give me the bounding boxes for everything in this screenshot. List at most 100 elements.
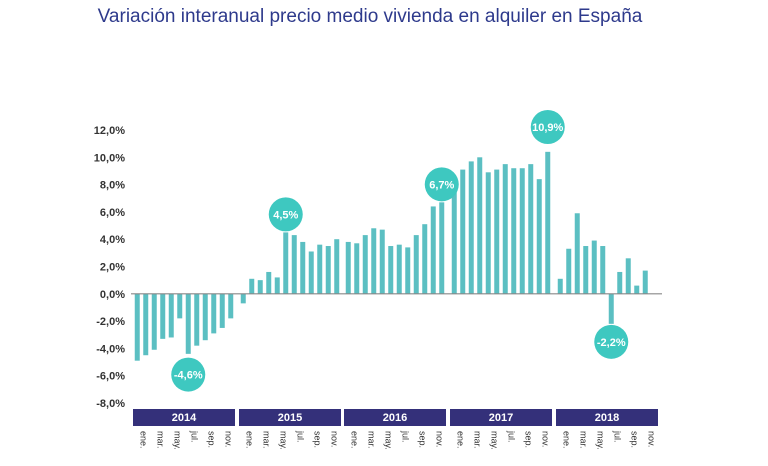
bar [574, 213, 580, 294]
bar [308, 251, 314, 294]
bar [325, 246, 331, 294]
year-band-rect [450, 409, 552, 426]
bar [413, 235, 419, 294]
year-band: 2014 [133, 409, 235, 426]
bar [430, 206, 436, 294]
bar [151, 293, 157, 350]
annotation-circle [268, 197, 303, 232]
y-tick-label: 10,0% [94, 152, 125, 164]
month-label: ene. [138, 431, 148, 449]
bar [625, 258, 631, 294]
bar [519, 168, 525, 294]
month-label: may. [172, 431, 182, 450]
month-label: jul. [400, 430, 410, 443]
bar [468, 161, 474, 294]
year-band: 2018 [556, 409, 658, 426]
bar [291, 235, 297, 294]
y-tick-label: -2,0% [96, 316, 125, 328]
month-label: jul. [295, 430, 305, 443]
month-label: may. [278, 431, 288, 450]
y-tick-label: 2,0% [100, 262, 125, 274]
annotation-label: 6,7% [429, 179, 454, 191]
bar [422, 224, 428, 294]
year-label: 2014 [172, 412, 197, 424]
annotation-bubble: -4,6% [171, 357, 206, 392]
bar [405, 247, 411, 294]
month-label: sep. [206, 431, 216, 448]
bar [557, 278, 563, 294]
bar [451, 177, 457, 294]
bar [168, 293, 174, 338]
bar [583, 246, 589, 294]
bar [566, 248, 572, 294]
bar [211, 293, 217, 334]
month-label: mar. [366, 431, 376, 449]
annotation-bubble: -2,2% [594, 324, 629, 359]
bar [536, 179, 542, 294]
month-label: jul. [612, 430, 622, 443]
bar [317, 244, 323, 294]
bar [274, 277, 280, 294]
bar [134, 293, 140, 361]
annotation-label: 4,5% [273, 209, 298, 221]
bar [545, 151, 551, 294]
y-tick-label: 8,0% [100, 180, 125, 192]
month-label: jul. [189, 430, 199, 443]
month-label: nov. [540, 431, 550, 447]
bar [371, 228, 377, 294]
y-tick-label: -6,0% [96, 371, 125, 383]
y-tick-label: 0,0% [100, 289, 125, 301]
bar [185, 293, 191, 354]
bar [194, 293, 200, 346]
y-tick-label: 4,0% [100, 234, 125, 246]
bar [362, 235, 368, 294]
y-tick-label: 6,0% [100, 207, 125, 219]
bar [617, 271, 623, 294]
month-label: jul. [506, 430, 516, 443]
month-label: mar. [155, 431, 165, 449]
bar [249, 278, 255, 294]
bar [228, 293, 234, 319]
month-labels: ene. mar. may. jul. sep. nov. ene. mar. may. jul.… [138, 430, 656, 450]
bar [460, 169, 466, 294]
chart-title: Variación interanual precio medio vivien… [97, 6, 643, 27]
bar [266, 271, 272, 294]
bar [345, 241, 351, 294]
year-band-rect [239, 409, 341, 426]
bar [334, 239, 340, 294]
annotation-circle [424, 167, 459, 202]
bar [591, 240, 597, 294]
year-label: 2018 [595, 412, 619, 424]
annotation-label: -4,6% [174, 370, 203, 382]
month-label: ene. [349, 431, 359, 449]
month-label: ene. [455, 431, 465, 449]
month-label: nov. [329, 431, 339, 447]
month-label: sep. [417, 431, 427, 448]
bar [494, 169, 500, 294]
annotation-bubble: 4,5% [268, 197, 303, 232]
bar [388, 246, 394, 294]
y-tick-label: -8,0% [96, 398, 125, 410]
annotation-bubble: 6,7% [424, 167, 459, 202]
year-label: 2017 [489, 412, 513, 424]
month-label: nov. [434, 431, 444, 447]
year-label: 2016 [383, 412, 407, 424]
year-bands: 2014 2015 2016 2017 2018 [133, 409, 658, 426]
bar [300, 241, 306, 294]
y-tick-label: 12,0% [94, 125, 125, 137]
bar [160, 293, 166, 339]
annotation-bubble: 10,9% [530, 110, 565, 145]
bar [528, 164, 534, 294]
month-label: ene. [561, 431, 571, 449]
month-label: nov. [646, 431, 656, 447]
bar [485, 172, 491, 294]
month-label: sep. [523, 431, 533, 448]
annotation-circle [530, 110, 565, 145]
bar [439, 202, 445, 294]
annotation-circle [171, 357, 206, 392]
year-band: 2015 [239, 409, 341, 426]
month-label: sep. [629, 431, 639, 448]
y-axis: 12,0% 10,0% 8,0% 6,0% 4,0% 2,0% 0,0% -2,0% -4,0%… [94, 125, 125, 410]
month-label: ene. [244, 431, 254, 449]
